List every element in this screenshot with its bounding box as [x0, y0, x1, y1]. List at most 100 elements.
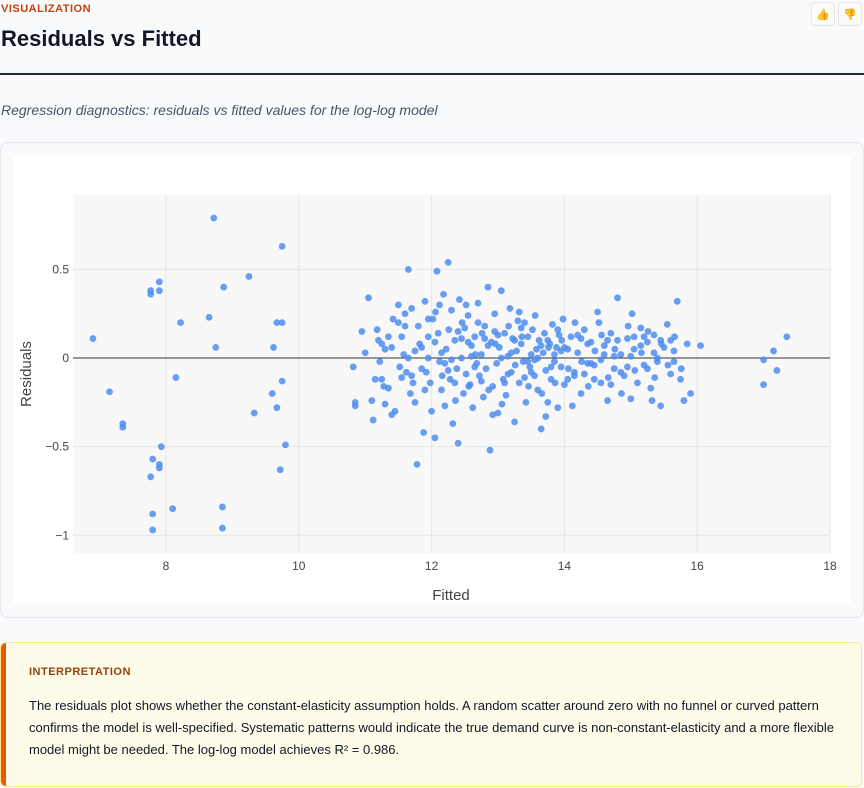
data-point — [481, 335, 489, 342]
data-point — [504, 370, 512, 378]
data-point — [518, 333, 526, 341]
data-point — [591, 347, 599, 355]
data-point — [477, 377, 485, 385]
data-point — [449, 420, 457, 428]
data-point — [584, 383, 592, 390]
x-tick-label: 8 — [163, 559, 170, 573]
data-point — [416, 340, 424, 348]
data-point — [489, 411, 497, 419]
data-point — [525, 383, 532, 390]
data-point — [644, 328, 652, 335]
data-point — [421, 386, 429, 394]
data-point — [637, 324, 645, 332]
data-point — [411, 398, 419, 406]
data-point — [529, 326, 536, 334]
data-point — [404, 266, 412, 273]
data-point — [594, 308, 601, 316]
data-point — [574, 349, 582, 357]
data-point — [542, 413, 550, 420]
data-point — [554, 326, 562, 334]
data-point — [380, 383, 388, 390]
data-point — [426, 379, 434, 387]
data-point — [630, 333, 638, 341]
data-point — [634, 379, 641, 387]
data-point — [475, 372, 483, 380]
data-point — [411, 347, 419, 355]
data-point — [650, 331, 658, 339]
data-point — [640, 333, 648, 341]
data-point — [268, 390, 276, 397]
data-point — [451, 379, 459, 387]
data-point — [604, 374, 612, 381]
data-point — [574, 331, 582, 339]
data-point — [604, 397, 611, 404]
x-tick-label: 18 — [823, 559, 837, 573]
data-point — [396, 363, 404, 371]
data-point — [524, 358, 532, 365]
data-point — [456, 296, 463, 303]
data-point — [673, 297, 681, 305]
title-divider — [0, 73, 864, 75]
data-point — [454, 328, 462, 335]
data-point — [670, 347, 678, 355]
data-point — [580, 326, 588, 334]
data-point — [610, 352, 618, 360]
data-point — [513, 347, 520, 355]
page-title: Residuals vs Fitted — [1, 26, 202, 51]
data-point — [205, 313, 213, 321]
data-point — [555, 331, 563, 339]
data-point — [618, 390, 625, 397]
data-point — [527, 368, 535, 376]
data-point — [571, 319, 579, 327]
data-point — [385, 333, 392, 341]
data-point — [494, 331, 502, 339]
data-point — [212, 344, 220, 351]
data-point — [667, 336, 675, 344]
data-point — [521, 319, 528, 327]
data-point — [580, 370, 588, 378]
thumbs-down-icon: 👎 — [843, 8, 857, 21]
data-point — [637, 342, 645, 350]
data-point — [631, 367, 639, 374]
data-point — [600, 351, 608, 358]
data-point — [438, 349, 445, 357]
data-point — [643, 365, 651, 373]
data-point — [651, 374, 659, 381]
thumbs-up-button[interactable]: 👍 — [811, 2, 835, 26]
data-point — [595, 319, 603, 327]
data-point — [460, 390, 467, 397]
thumbs-down-button[interactable]: 👎 — [838, 2, 862, 26]
data-point — [527, 351, 535, 358]
data-point — [760, 356, 767, 364]
data-point — [147, 290, 155, 298]
data-point — [648, 397, 656, 404]
data-point — [664, 361, 672, 369]
data-point — [438, 386, 445, 394]
data-point — [155, 278, 163, 286]
data-point — [250, 409, 258, 417]
data-point — [535, 336, 543, 344]
data-point — [398, 374, 406, 381]
interpretation-text: The residuals plot shows whether the con… — [29, 698, 834, 757]
data-point — [376, 358, 384, 365]
data-point — [604, 336, 611, 344]
data-point — [406, 390, 414, 397]
data-point — [484, 283, 492, 291]
data-point — [149, 526, 157, 534]
data-point — [448, 356, 455, 364]
data-point — [494, 409, 502, 417]
data-point — [424, 315, 432, 323]
data-point — [404, 354, 412, 362]
data-point — [147, 473, 155, 481]
data-point — [578, 358, 586, 365]
data-point — [760, 381, 767, 389]
interpretation-accent-bar — [1, 643, 6, 786]
data-point — [551, 379, 559, 387]
data-point — [531, 312, 539, 319]
data-point — [607, 381, 615, 389]
data-point — [617, 368, 625, 376]
data-point — [505, 322, 513, 330]
data-point — [433, 267, 441, 275]
data-point — [278, 319, 286, 327]
data-point — [440, 290, 447, 298]
